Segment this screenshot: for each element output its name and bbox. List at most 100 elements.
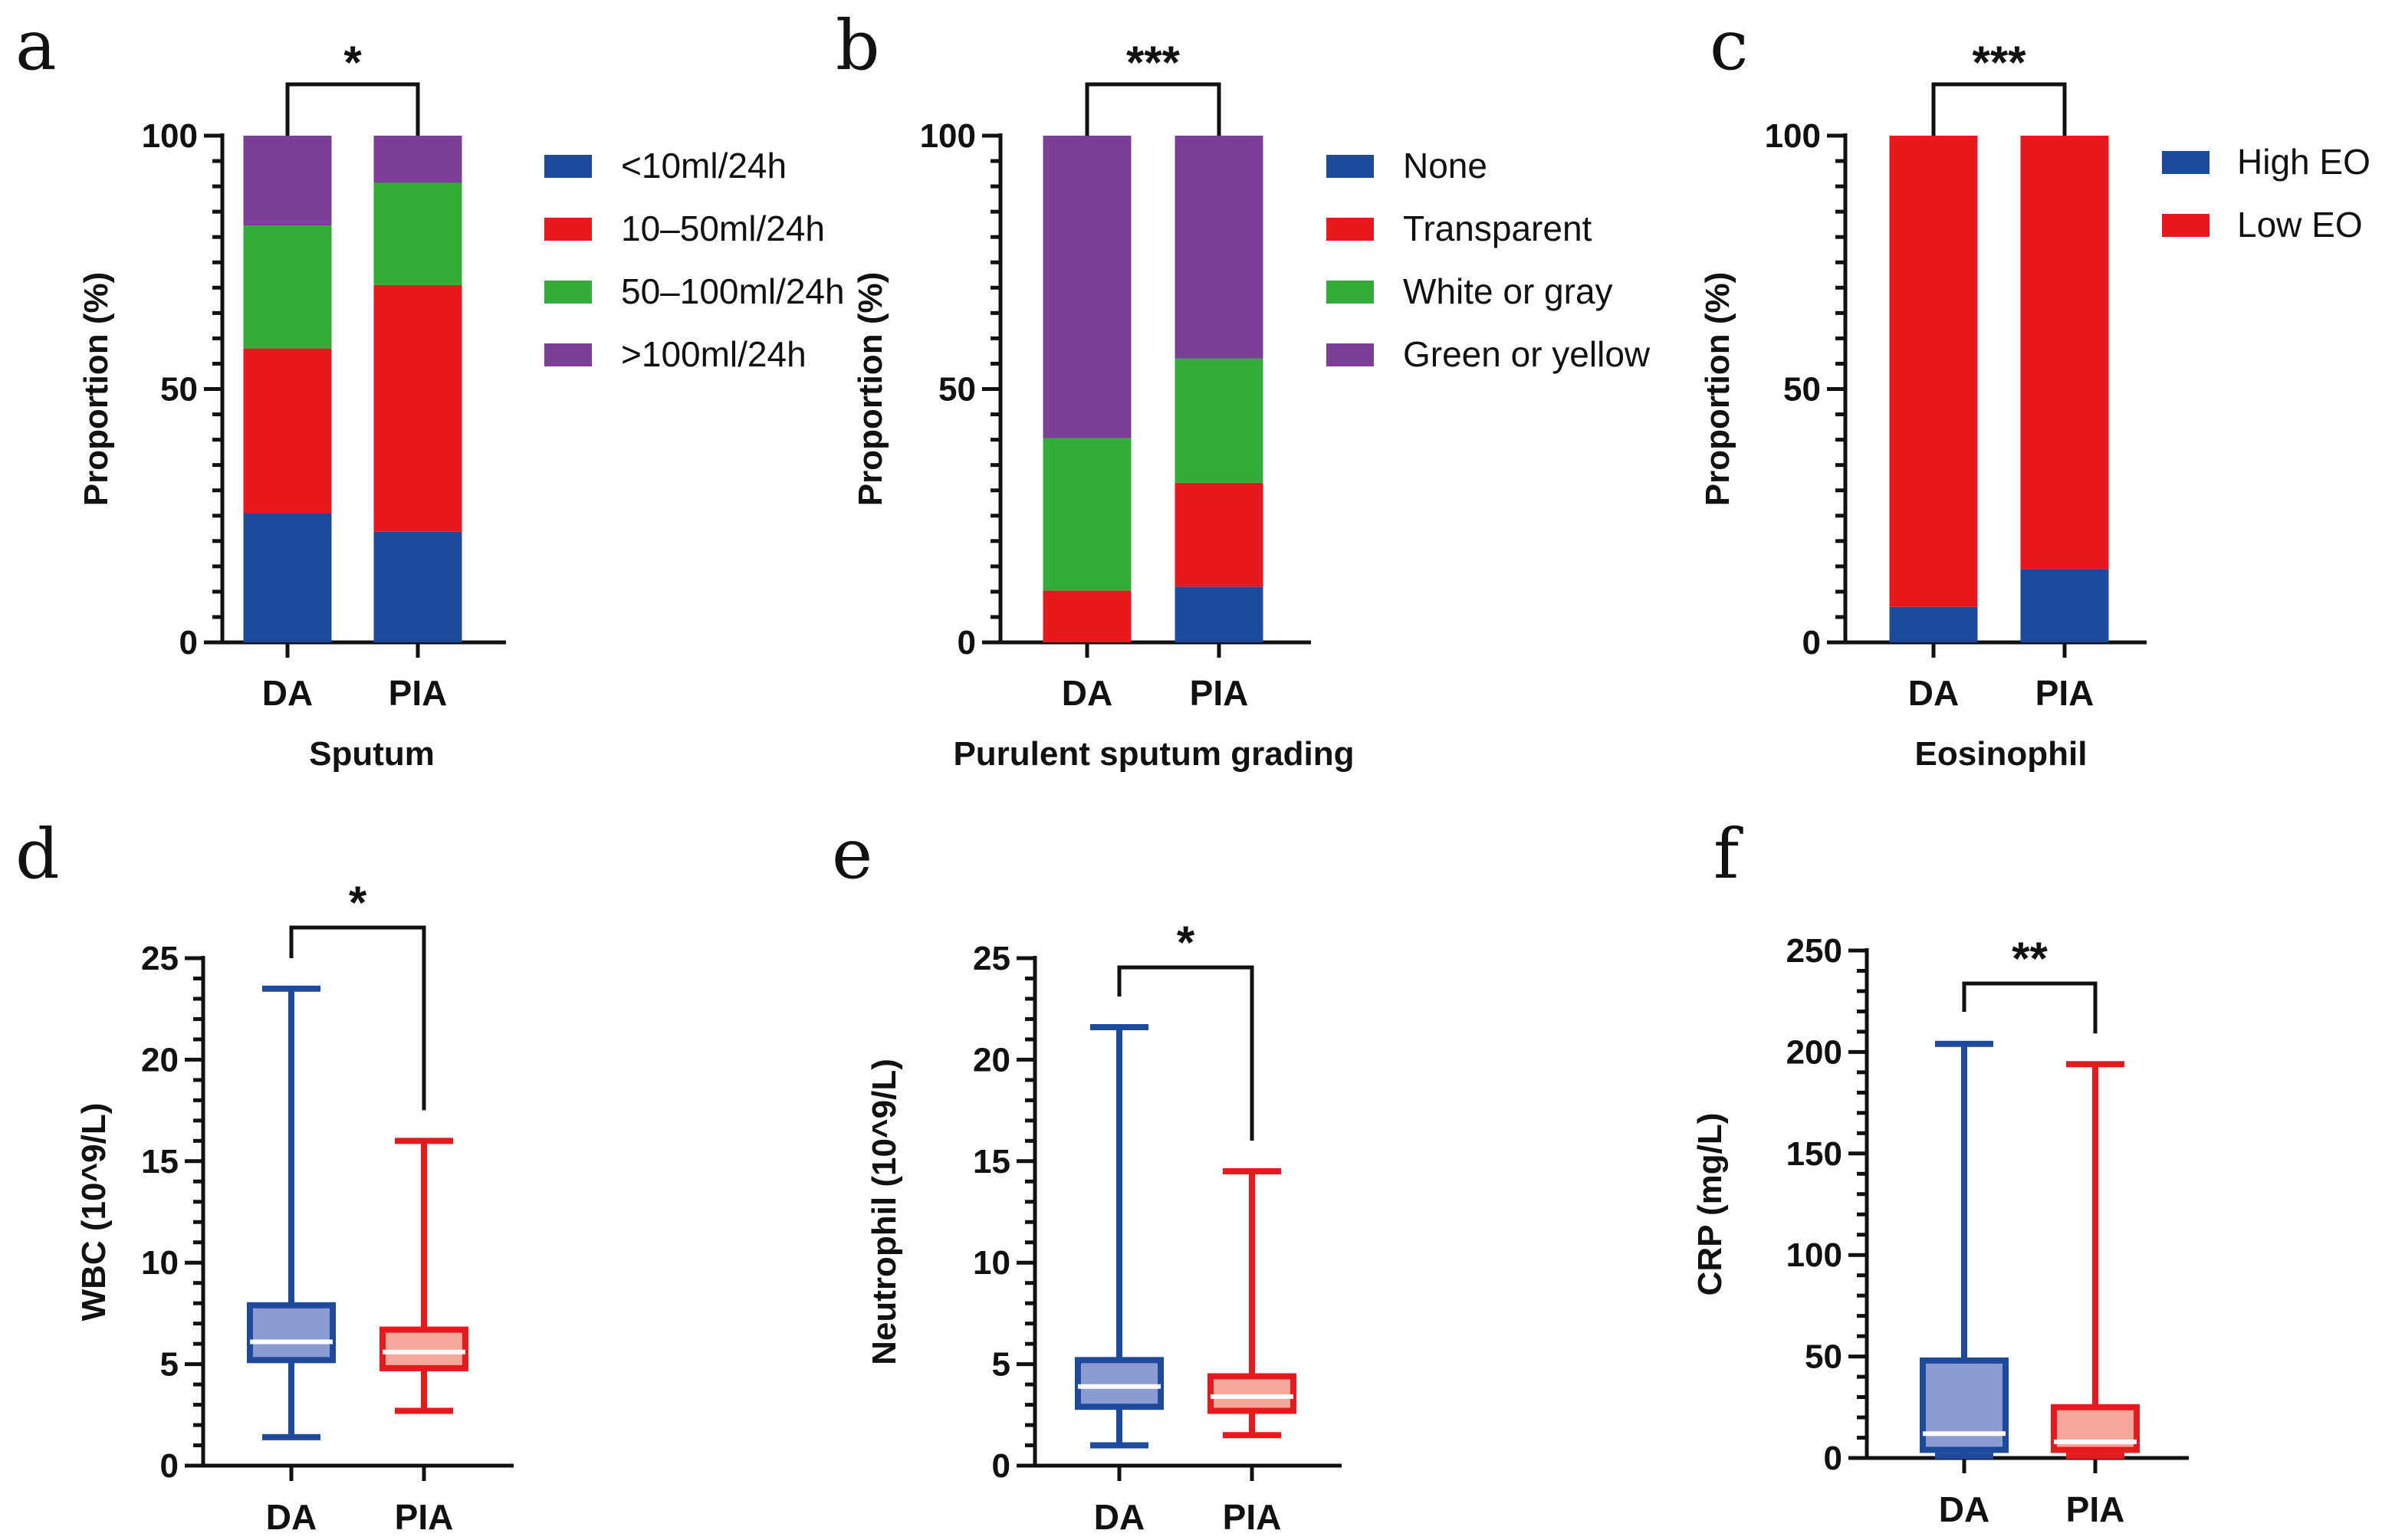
x-axis-title: Eosinophil xyxy=(1915,735,2088,773)
box-iqr xyxy=(1207,1373,1296,1414)
y-axis-title: WBC (10^9/L) xyxy=(75,1103,113,1322)
bar-segment xyxy=(2020,569,2109,642)
panel-letter: d xyxy=(15,814,60,895)
y-tick-label: 5 xyxy=(160,1346,179,1384)
y-tick-label: 25 xyxy=(973,940,1010,977)
legend-swatch xyxy=(544,281,592,304)
bar-segment xyxy=(1889,606,1978,642)
significance-label: *** xyxy=(1126,37,1181,88)
y-tick-label: 5 xyxy=(992,1346,1010,1384)
legend-swatch xyxy=(544,218,592,241)
panel-letter: c xyxy=(1710,5,1748,86)
y-axis-title: CRP (mg/L) xyxy=(1691,1113,1729,1296)
x-category-label: DA xyxy=(1939,1489,1989,1529)
legend-label: <10ml/24h xyxy=(621,146,787,186)
bar-segment xyxy=(1043,136,1132,438)
y-tick-label: 10 xyxy=(141,1244,179,1282)
y-tick-label: 50 xyxy=(1783,371,1821,409)
bar-segment xyxy=(373,531,462,642)
bar-segment xyxy=(373,284,462,532)
legend-swatch xyxy=(1326,218,1374,241)
bar-segment xyxy=(373,182,462,285)
legend-swatch xyxy=(2162,214,2210,237)
y-tick-label: 100 xyxy=(1765,117,1821,155)
legend-swatch xyxy=(544,155,592,178)
y-tick-label: 0 xyxy=(992,1447,1010,1485)
y-tick-label: 15 xyxy=(973,1143,1010,1180)
legend-swatch xyxy=(1326,281,1374,304)
box-iqr xyxy=(1075,1357,1164,1410)
y-tick-label: 150 xyxy=(1786,1135,1842,1173)
bar-segment xyxy=(1175,482,1263,587)
significance-bracket xyxy=(1117,965,1254,1141)
bar-segment xyxy=(373,136,462,183)
bar-segment xyxy=(243,513,332,642)
x-category-label: DA xyxy=(1062,673,1112,713)
legend-label: None xyxy=(1403,146,1487,186)
panel-letter: b xyxy=(836,5,880,86)
y-tick-label: 0 xyxy=(1824,1440,1842,1477)
bar-segment xyxy=(243,348,332,514)
bar-segment xyxy=(1175,136,1263,359)
y-tick-label: 250 xyxy=(1786,932,1842,970)
x-category-label: PIA xyxy=(2035,673,2095,713)
significance-label: *** xyxy=(1972,37,2026,88)
panel-letter: a xyxy=(15,5,57,86)
panel-e: e 0 5 10 15 20 25 Neutrophil (10^9/L) DA PIA * xyxy=(832,814,1342,1537)
x-category-label: PIA xyxy=(1190,673,1249,713)
y-tick-label: 50 xyxy=(938,371,976,409)
panel-c: c 0 50 100 Proportion (%) DA PIA Eosinophil *** H… xyxy=(1699,5,2371,773)
significance-bracket xyxy=(289,925,426,1111)
y-tick-label: 0 xyxy=(160,1447,179,1485)
legend-swatch xyxy=(1326,343,1374,366)
legend-label: White or gray xyxy=(1403,271,1613,311)
legend-swatch xyxy=(1326,155,1374,178)
x-category-label: DA xyxy=(262,673,313,713)
y-tick-label: 20 xyxy=(141,1041,179,1079)
y-tick-label: 200 xyxy=(1786,1033,1842,1071)
bar-segment xyxy=(1889,136,1978,607)
y-tick-label: 10 xyxy=(973,1244,1010,1282)
legend-label: Low EO xyxy=(2237,205,2363,245)
significance-bracket xyxy=(1085,82,1221,136)
y-tick-label: 100 xyxy=(920,117,976,155)
x-axis-title: Sputum xyxy=(309,735,435,773)
y-tick-label: 50 xyxy=(1805,1338,1842,1376)
legend-label: >100ml/24h xyxy=(621,334,807,374)
bar-segment xyxy=(1175,358,1263,483)
y-tick-label: 0 xyxy=(1802,624,1821,662)
legend-swatch xyxy=(2162,151,2210,174)
significance-label: * xyxy=(1177,917,1195,968)
y-tick-label: 50 xyxy=(160,371,198,409)
significance-label: ** xyxy=(2012,933,2048,984)
y-axis-title: Proportion (%) xyxy=(852,272,889,507)
x-category-label: DA xyxy=(1094,1497,1145,1537)
legend-label: Green or yellow xyxy=(1403,334,1651,374)
y-tick-label: 15 xyxy=(141,1143,179,1180)
y-tick-label: 0 xyxy=(958,624,976,662)
bar-segment xyxy=(1043,438,1132,591)
significance-bracket xyxy=(1962,981,2098,1034)
panel-a: a 0 50 100 Proportion (%) DA PIA Sputum * <10ml/2… xyxy=(15,5,845,773)
significance-bracket xyxy=(285,82,420,136)
y-axis-title: Proportion (%) xyxy=(1699,272,1736,507)
legend-label: High EO xyxy=(2237,142,2371,182)
y-tick-label: 100 xyxy=(142,117,198,155)
significance-label: * xyxy=(343,37,362,88)
x-category-label: PIA xyxy=(395,1497,454,1537)
bar-segment xyxy=(1043,590,1132,642)
legend-label: Transparent xyxy=(1403,209,1592,248)
panel-b: b 0 50 100 Proportion (%) DA PIA Purulent sputu… xyxy=(836,5,1651,773)
y-axis-title: Neutrophil (10^9/L) xyxy=(866,1059,903,1365)
y-tick-label: 0 xyxy=(179,624,198,662)
legend-label: 10–50ml/24h xyxy=(621,209,825,248)
bar-segment xyxy=(243,136,332,225)
x-category-label: PIA xyxy=(389,673,448,713)
y-tick-label: 100 xyxy=(1786,1236,1842,1274)
x-axis-title: Purulent sputum grading xyxy=(953,735,1354,773)
bar-segment xyxy=(243,225,332,349)
box-iqr xyxy=(1920,1357,2009,1453)
x-category-label: PIA xyxy=(1223,1497,1282,1537)
x-category-label: DA xyxy=(1908,673,1959,713)
